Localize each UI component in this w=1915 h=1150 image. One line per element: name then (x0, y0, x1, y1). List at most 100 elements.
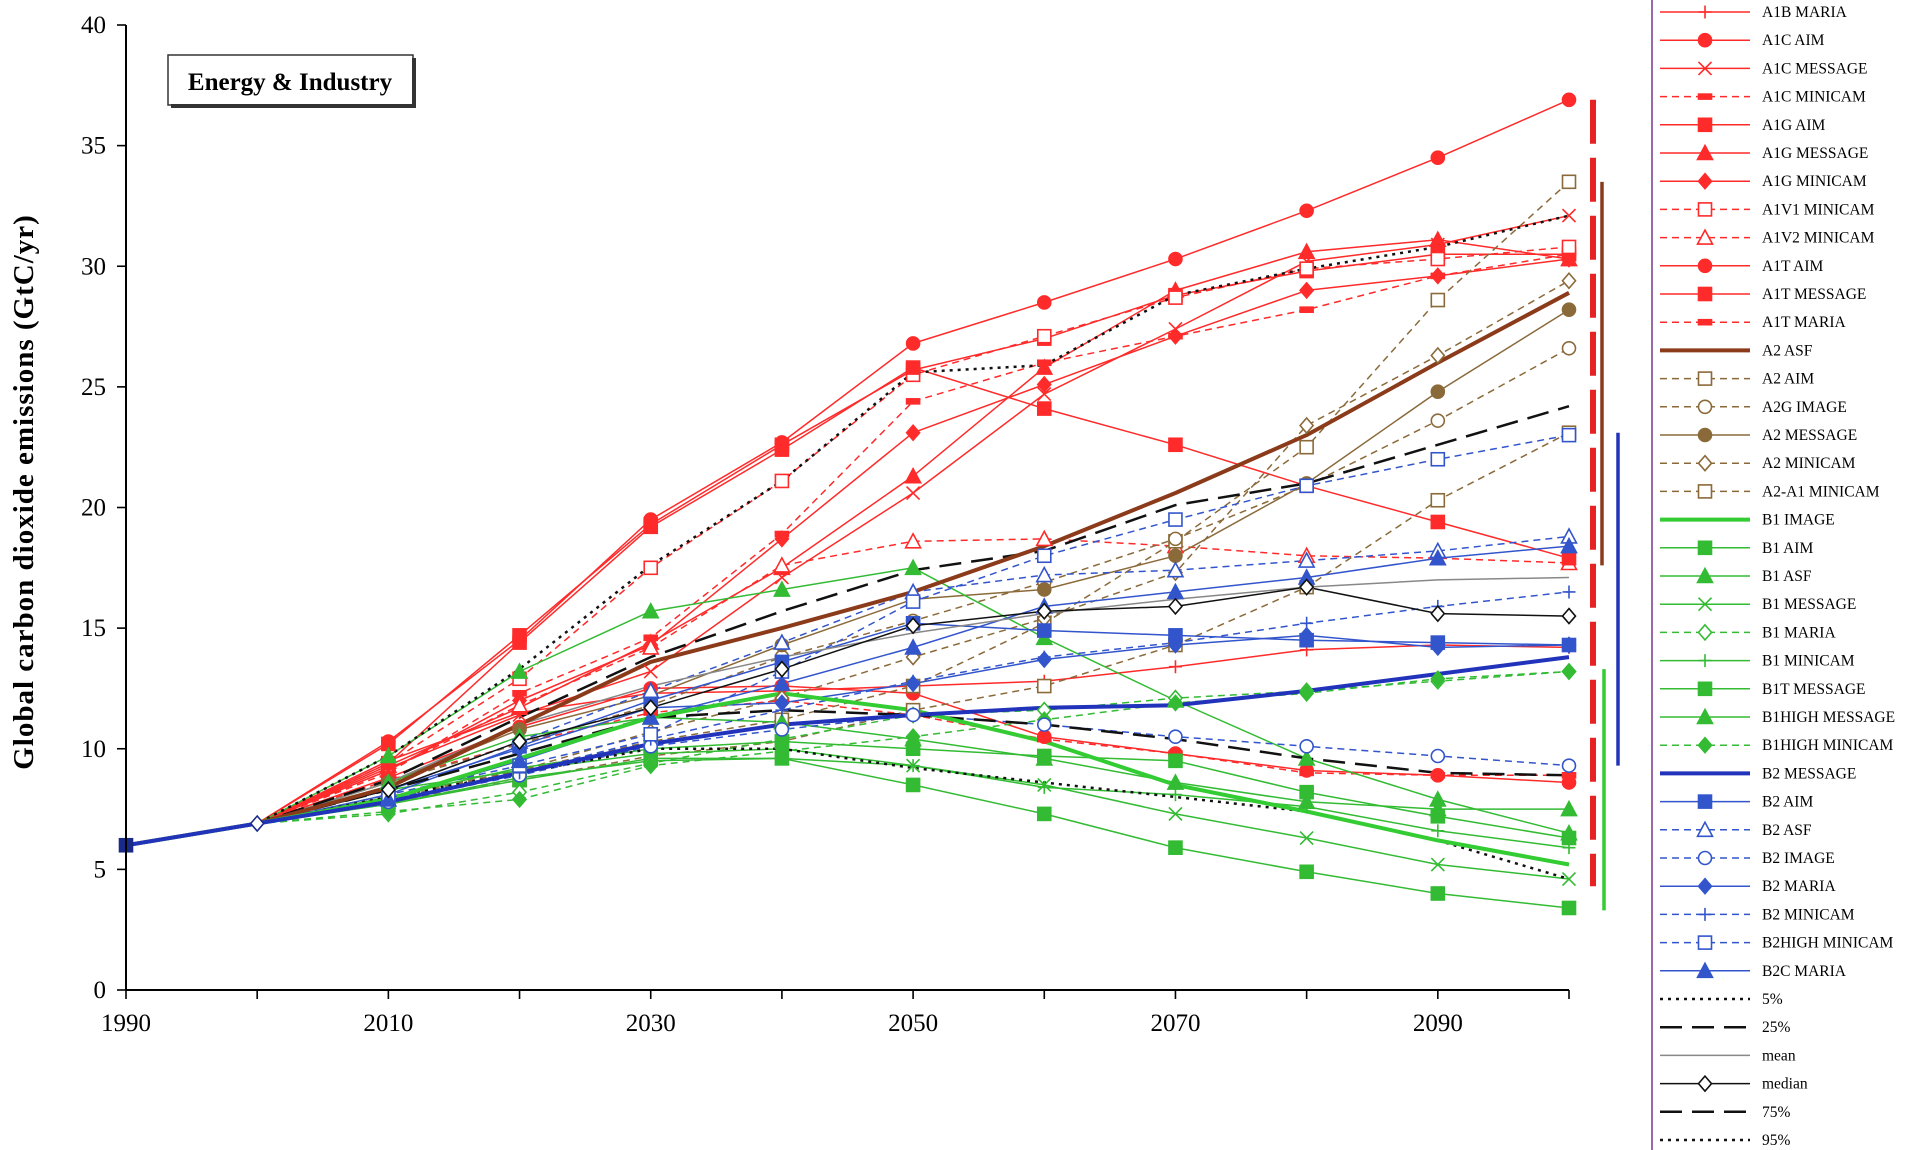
series-line-a1g-minicam (125, 258, 1570, 847)
data-point-a1v1-minicam (1168, 290, 1183, 305)
data-point-a2-message (1036, 582, 1052, 597)
series-line-a1v1-minicam (125, 246, 1570, 847)
series-line-a1g-message (125, 238, 1570, 847)
legend-label: A2G IMAGE (1762, 399, 1847, 416)
legend-swatch-marker (1697, 935, 1713, 950)
legend-item-a1t-message: A1T MESSAGE (1660, 286, 1866, 303)
legend-item-a1g-minicam: A1G MINICAM (1660, 172, 1867, 190)
y-tick-label: 30 (81, 253, 106, 280)
data-point-median (1561, 607, 1577, 625)
data-point-b1high-message (1035, 749, 1054, 766)
legend-label: A2-A1 MINICAM (1762, 483, 1880, 500)
legend-item-b1-aim: B1 AIM (1660, 540, 1813, 557)
legend-swatch-marker (1697, 399, 1713, 415)
data-point-a1g-minicam (905, 423, 921, 442)
data-point-a2g-image (1561, 340, 1577, 356)
data-point-a1v2-minicam (1035, 529, 1054, 547)
legend-item-a1g-aim: A1G AIM (1660, 117, 1826, 134)
legend-label: B2HIGH MINICAM (1762, 935, 1894, 952)
legend-swatch-marker (1697, 623, 1713, 642)
legend-label: A1G MINICAM (1762, 173, 1867, 190)
data-point-a1c-message (1561, 208, 1577, 223)
data-point-b2high-minicam (1036, 548, 1052, 564)
tick-labels: 1990 2010 2030 2050 2070 2090 0 5 10 15 20 25 30 35 40 (81, 12, 1463, 1037)
legend-label: mean (1762, 1047, 1796, 1064)
data-point-a1g-minicam (1167, 327, 1184, 345)
title-box: Energy & Industry (167, 54, 416, 108)
legend-label: 95% (1762, 1132, 1791, 1149)
series-line-a1c-aim (125, 99, 1570, 847)
legend-item-a1g-message: A1G MESSAGE (1660, 143, 1868, 162)
legend-label: B2 IMAGE (1762, 850, 1835, 867)
legend-label: A1G AIM (1762, 117, 1826, 134)
legend-item-b1-minicam: B1 MINICAM (1660, 653, 1855, 670)
data-point-b1-asf (379, 746, 398, 764)
data-point-a1v1-minicam (774, 473, 790, 489)
legend-label: A1T MARIA (1762, 314, 1846, 331)
data-point-a1t-message (1430, 514, 1446, 530)
legend-item-b2-aim: B2 AIM (1660, 794, 1813, 811)
legend-swatch-marker (1696, 228, 1714, 245)
legend-swatch-marker (1698, 907, 1712, 921)
data-point-b1-minicam (1037, 780, 1051, 794)
x-tick-label: 2010 (363, 1010, 413, 1037)
data-point-a1g-minicam (1036, 375, 1052, 394)
data-point-median (511, 732, 528, 751)
data-point-b2-image (1036, 717, 1052, 732)
data-point-b1high-minicam (1167, 694, 1184, 712)
data-point-b1high-message (1428, 799, 1447, 817)
legend-label: B1 MESSAGE (1762, 596, 1856, 613)
data-point-b1-message (1430, 857, 1445, 872)
data-point-median (1430, 604, 1446, 623)
data-point-a1c-minicam (1299, 306, 1314, 313)
title-box-shadow (412, 58, 416, 108)
data-point-a1c-aim (1430, 150, 1446, 165)
legend-swatch-marker (1697, 286, 1713, 302)
data-point-a2g-image (1168, 531, 1183, 547)
legend-swatch-marker (1697, 318, 1713, 326)
data-point-a1t-maria (1430, 771, 1446, 779)
legend-label: B1 AIM (1762, 540, 1813, 557)
data-point-b2c-maria (904, 638, 922, 655)
legend-swatch-marker (1696, 143, 1714, 161)
data-point-a1v1-minicam (643, 560, 659, 576)
legend-swatch-marker (1697, 484, 1713, 499)
legend-label: B1HIGH MESSAGE (1762, 709, 1895, 726)
data-point-b2-minicam (1037, 650, 1051, 664)
legend-label: A2 ASF (1762, 342, 1813, 359)
data-point-a1v2-minicam (904, 532, 922, 549)
legend-label: A1V1 MINICAM (1762, 201, 1875, 218)
legend-swatch-marker (1697, 597, 1713, 612)
data-point-b2c-maria (773, 674, 791, 691)
legend-item-a1c-minicam: A1C MINICAM (1660, 89, 1866, 106)
data-point-b2high-minicam (643, 726, 659, 742)
legend-item-75pct: 75% (1660, 1104, 1791, 1121)
data-point-median (774, 660, 790, 678)
legend-swatch-marker (1697, 117, 1713, 133)
data-point-b2-image (1168, 729, 1183, 744)
legend-item-a2-aim: A2 AIM (1660, 371, 1814, 388)
data-point-b2-image (1561, 758, 1577, 773)
data-point-b2-maria (1430, 638, 1446, 657)
data-point-b1high-minicam (1561, 662, 1577, 681)
data-point-b2high-minicam (1561, 427, 1577, 443)
data-point-a1v1-minicam (1036, 328, 1052, 344)
legend-swatch-marker (1697, 371, 1713, 386)
series-line-mean (125, 576, 1570, 847)
legend-swatch-marker (1697, 454, 1713, 472)
data-point-a1v2-minicam (510, 696, 529, 713)
data-point-b1high-minicam (511, 790, 528, 809)
legend-label: A1C MINICAM (1762, 89, 1866, 106)
legend-swatch-marker (1697, 427, 1713, 443)
y-tick-label: 20 (81, 495, 106, 522)
legend-label: B2 AIM (1762, 794, 1813, 811)
data-point-a1g-message (1428, 230, 1447, 248)
data-point-b2-aim (1036, 623, 1052, 638)
legend-item-a2-asf: A2 ASF (1660, 342, 1813, 359)
legend-item-b1-maria: B1 MARIA (1660, 623, 1836, 642)
legend-label: A1T MESSAGE (1762, 286, 1866, 303)
series-line-a2-asf (125, 291, 1570, 848)
legend-item-b2high-minicam: B2HIGH MINICAM (1660, 935, 1894, 952)
y-tick-label: 5 (94, 856, 107, 883)
legend-label: B2C MARIA (1762, 963, 1847, 980)
